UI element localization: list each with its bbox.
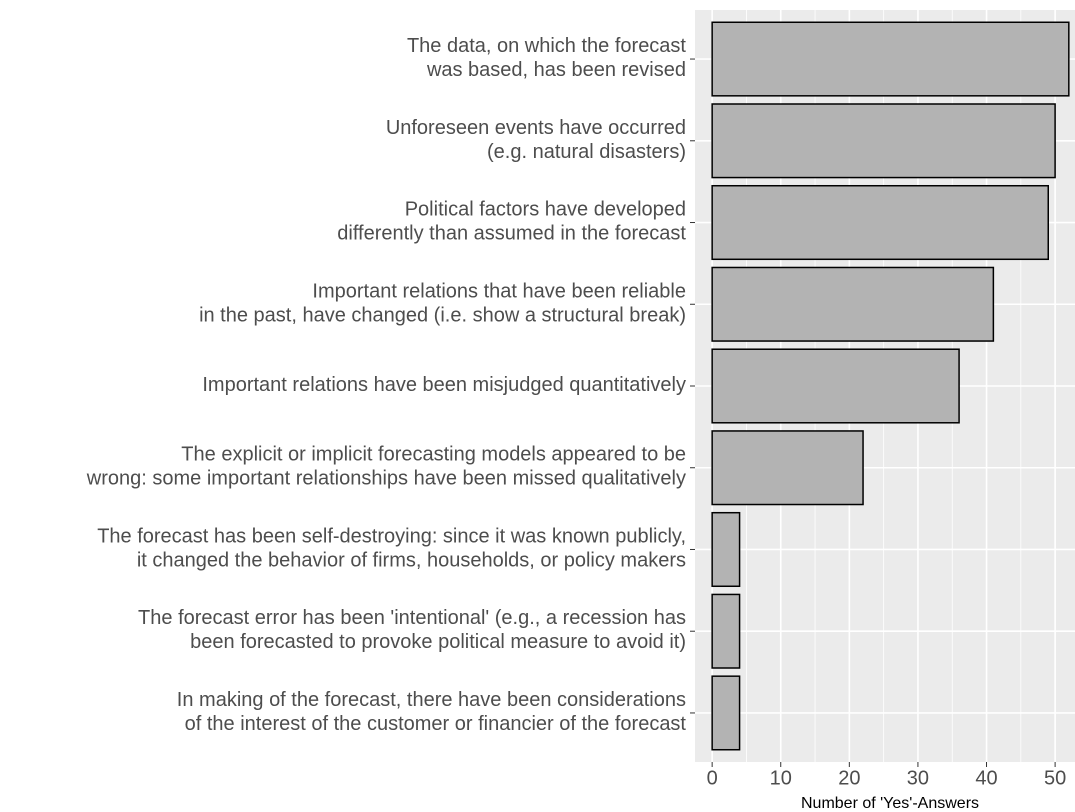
y-tick-label: The forecast error has been 'intentional… [138,607,686,653]
y-tick-label: The explicit or implicit forecasting mod… [86,444,686,490]
bar [711,21,1070,97]
x-tick-label: 10 [770,767,792,789]
bar [711,430,864,506]
bar [711,511,741,588]
x-tick-label: 40 [975,767,997,789]
bar [711,675,741,751]
y-tick-label: Political factors have developed differen… [337,199,686,245]
x-tick-label: 20 [838,767,860,789]
y-tick-label: Unforeseen events have occurred (e.g. nat… [386,117,686,163]
x-tick-label: 0 [707,767,718,789]
bar [711,184,1049,261]
y-tick-label: The data, on which the forecast was based… [407,35,686,81]
bar [711,593,741,669]
bar [711,103,1056,179]
x-tick-label: 30 [907,767,929,789]
x-axis-title: Number of 'Yes'-Answers [801,795,979,812]
bar [711,348,960,424]
x-tick-label: 50 [1044,767,1066,789]
y-tick-label: The forecast has been self-destroying: s… [97,526,686,572]
bar [711,266,995,342]
y-tick-label: In making of the forecast, there have be… [177,689,687,735]
y-tick-label: Important relations have been misjudged … [202,374,686,396]
y-tick-label: Important relations that have been relia… [199,281,686,327]
